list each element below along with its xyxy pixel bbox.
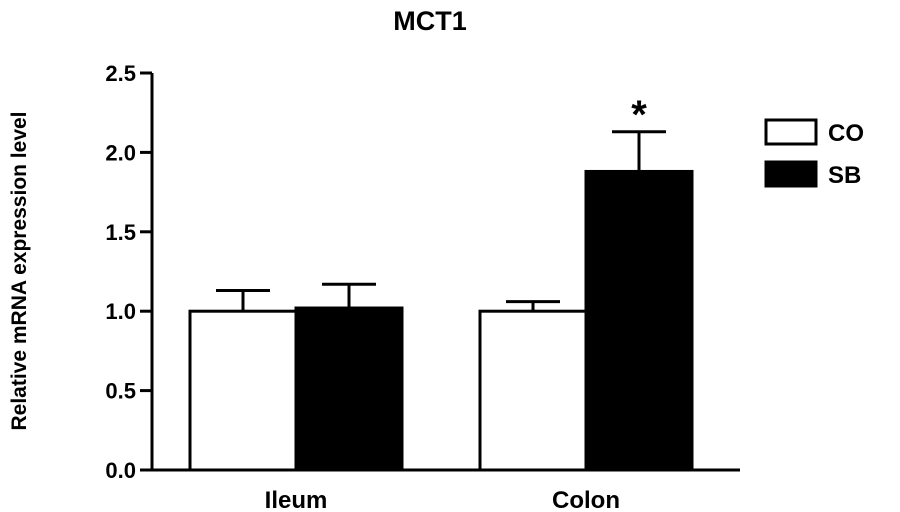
legend-swatch-co (764, 118, 818, 146)
y-tick-label: 1.0 (105, 299, 136, 324)
bars: * (188, 93, 694, 472)
significance-marker: * (631, 93, 647, 137)
bar-co-colon (478, 309, 588, 472)
y-tick-label: 2.0 (105, 140, 136, 165)
legend: CO SB (764, 118, 864, 189)
x-tick-label: Ileum (265, 487, 328, 512)
y-tick-label: 2.5 (105, 61, 136, 86)
y-axis-label: Relative mRNA expression level (8, 111, 31, 430)
chart-title: MCT1 (393, 6, 467, 36)
bar-sb-colon (584, 169, 694, 472)
y-tick-label: 1.5 (105, 220, 136, 245)
y-tick-label: 0.0 (105, 458, 136, 483)
axes: 0.0 0.5 1.0 1.5 2.0 2.5 Ileum Colon (105, 61, 740, 512)
x-tick-label: Colon (552, 487, 620, 512)
legend-label-co: CO (828, 120, 864, 147)
bar-co-ileum (188, 309, 298, 472)
y-tick-label: 0.5 (105, 379, 136, 404)
legend-swatch-sb (764, 160, 818, 188)
bar-sb-ileum (294, 306, 404, 472)
legend-label-sb: SB (828, 162, 861, 189)
